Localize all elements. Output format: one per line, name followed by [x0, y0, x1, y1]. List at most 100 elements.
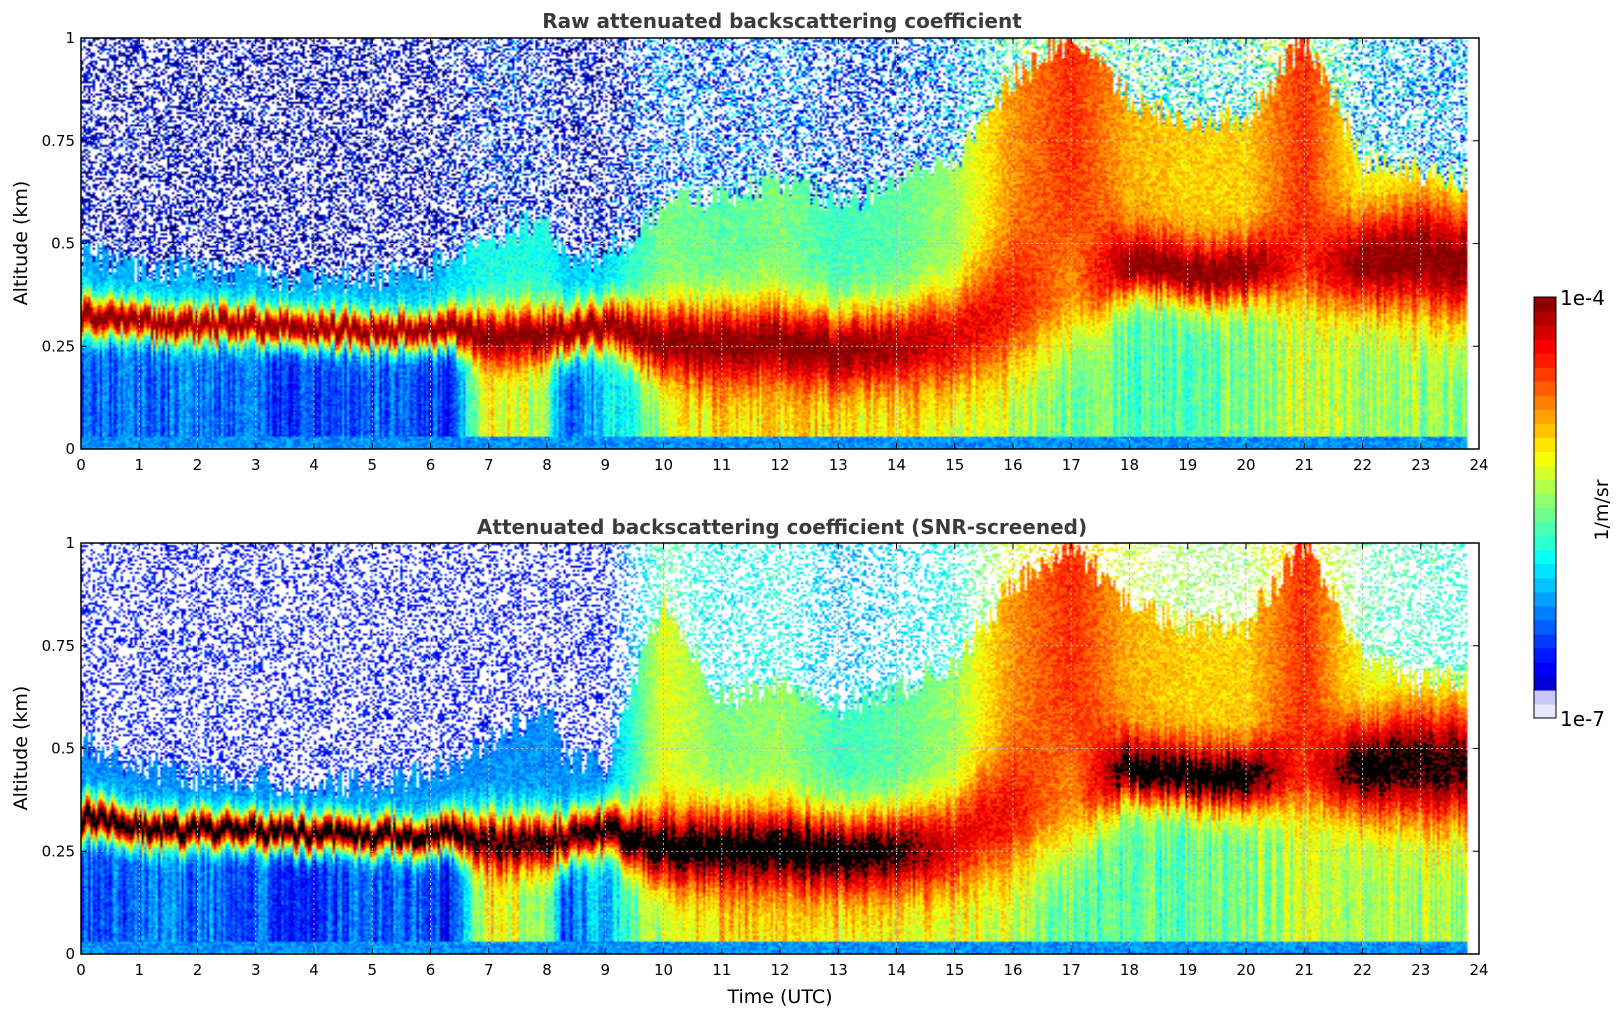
x-tick-label: 15 [945, 456, 964, 474]
colorbar-level [1534, 703, 1556, 719]
y-tick-label: 0.75 [42, 132, 75, 150]
y-tick-label: 0.75 [42, 637, 75, 655]
x-tick-label: 16 [1003, 456, 1022, 474]
colorbar-level [1534, 549, 1556, 565]
x-tick-label: 18 [1120, 961, 1139, 979]
x-tick-label: 9 [600, 961, 610, 979]
screened-panel-x-axis: 0 1 2 3 4 5 6 7 8 9 10 11 12 13 14 15 16 17 18 19 20 21 22 23 24 [76, 543, 1489, 979]
x-tick-label: 17 [1062, 456, 1081, 474]
colorbar-level [1534, 619, 1556, 635]
y-tick-label: 1 [65, 29, 75, 47]
raw-panel-y-axis: 0 0.25 0.5 0.75 1 [42, 29, 1479, 458]
x-tick-label: 22 [1353, 961, 1372, 979]
colorbar-level [1534, 381, 1556, 396]
x-tick-label: 17 [1062, 961, 1081, 979]
x-tick-label: 13 [829, 456, 848, 474]
x-tick-label: 12 [770, 961, 789, 979]
x-tick-label: 21 [1295, 456, 1314, 474]
colorbar-level [1534, 395, 1556, 410]
colorbar-level [1534, 521, 1556, 537]
x-tick-label: 3 [251, 961, 261, 979]
colorbar-level [1534, 647, 1556, 663]
screened-panel-y-axis: 0 0.25 0.5 0.75 1 [42, 534, 1479, 963]
colorbar-level [1534, 675, 1556, 691]
colorbar-level [1534, 311, 1556, 326]
x-tick-label: 8 [542, 961, 552, 979]
colorbar-level [1534, 493, 1556, 509]
x-tick-label: 20 [1236, 456, 1255, 474]
colorbar-level [1534, 325, 1556, 340]
x-tick-label: 6 [426, 456, 436, 474]
colorbar-level [1534, 661, 1556, 677]
y-tick-label: 0.5 [51, 235, 75, 253]
x-tick-label: 19 [1178, 456, 1197, 474]
y-tick-label: 0.25 [42, 842, 75, 860]
x-tick-label: 3 [251, 456, 261, 474]
x-tick-label: 14 [887, 961, 906, 979]
x-tick-label: 0 [76, 456, 86, 474]
x-tick-label: 14 [887, 456, 906, 474]
x-tick-label: 0 [76, 961, 86, 979]
y-tick-label: 0.5 [51, 740, 75, 758]
y-tick-label: 1 [65, 534, 75, 552]
x-tick-label: 10 [654, 456, 673, 474]
x-tick-label: 7 [484, 961, 494, 979]
colorbar-level [1534, 633, 1556, 649]
x-tick-label: 2 [193, 456, 203, 474]
colorbar-level [1534, 339, 1556, 354]
y-tick-label: 0.25 [42, 337, 75, 355]
x-tick-label: 22 [1353, 456, 1372, 474]
colorbar-level [1534, 535, 1556, 551]
colorbar-level [1534, 689, 1556, 705]
colorbar-levels [1534, 297, 1556, 719]
x-tick-label: 1 [134, 456, 144, 474]
x-tick-label: 12 [770, 456, 789, 474]
y-tick-label: 0 [65, 440, 75, 458]
x-tick-label: 24 [1469, 961, 1488, 979]
colorbar-label: 1/m/sr [1591, 479, 1613, 540]
x-tick-label: 7 [484, 456, 494, 474]
x-tick-label: 11 [712, 456, 731, 474]
x-tick-label: 16 [1003, 961, 1022, 979]
y-tick-label: 0 [65, 945, 75, 963]
colorbar-level [1534, 479, 1556, 495]
colorbar-level [1534, 605, 1556, 621]
raw-panel-y-label: Altitude (km) [10, 181, 32, 306]
raw-panel-x-axis: 0 1 2 3 4 5 6 7 8 9 10 11 12 13 14 15 16 17 18 19 20 21 22 23 24 [76, 38, 1489, 474]
x-tick-label: 23 [1411, 961, 1430, 979]
x-tick-label: 19 [1178, 961, 1197, 979]
colorbar-min-label: 1e-7 [1560, 707, 1605, 731]
colorbar-level [1534, 577, 1556, 593]
colorbar-level [1534, 437, 1556, 452]
raw-backscatter-panel: Raw attenuated backscattering coefficien… [10, 9, 1489, 474]
x-tick-label: 21 [1295, 961, 1314, 979]
x-tick-label: 6 [426, 961, 436, 979]
colorbar-level [1534, 353, 1556, 368]
x-tick-label: 23 [1411, 456, 1430, 474]
colorbar-level [1534, 451, 1556, 466]
x-tick-label: 13 [829, 961, 848, 979]
x-tick-label: 20 [1236, 961, 1255, 979]
colorbar: 1e-4 1e-7 1/m/sr [1533, 286, 1613, 731]
x-tick-label: 4 [309, 961, 319, 979]
x-tick-label: 10 [654, 961, 673, 979]
colorbar-level [1534, 423, 1556, 438]
colorbar-level [1534, 409, 1556, 424]
colorbar-level [1534, 507, 1556, 523]
x-tick-label: 1 [134, 961, 144, 979]
screened-backscatter-panel: Attenuated backscattering coefficient (S… [10, 515, 1489, 1008]
x-axis-label: Time (UTC) [726, 986, 832, 1008]
x-tick-label: 8 [542, 456, 552, 474]
x-tick-label: 9 [600, 456, 610, 474]
x-tick-label: 18 [1120, 456, 1139, 474]
x-tick-label: 24 [1469, 456, 1488, 474]
colorbar-level [1534, 563, 1556, 579]
colorbar-level [1534, 591, 1556, 607]
colorbar-max-label: 1e-4 [1560, 286, 1605, 310]
x-tick-label: 4 [309, 456, 319, 474]
x-tick-label: 5 [367, 961, 377, 979]
colorbar-frame [1533, 296, 1557, 719]
x-tick-label: 2 [193, 961, 203, 979]
x-tick-label: 11 [712, 961, 731, 979]
